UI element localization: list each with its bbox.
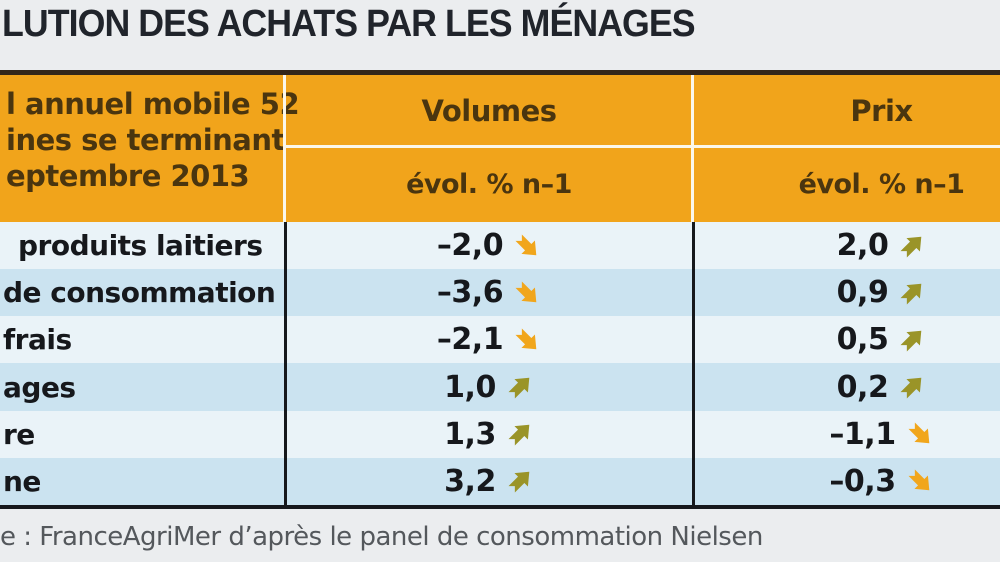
trend-up-arrow-icon bbox=[500, 367, 540, 407]
prix-value: –0,3 bbox=[829, 463, 896, 499]
volumes-value: –2,1 bbox=[436, 322, 504, 358]
table-row-produits-laitiers: produits laitiers –2,0 2,0 bbox=[0, 222, 1000, 270]
volumes-value: –2,0 bbox=[436, 228, 504, 264]
trend-down-arrow-icon bbox=[900, 414, 940, 454]
subheader-prix-evolution: évol. % n–1 bbox=[798, 169, 965, 200]
header-divider-horizontal bbox=[286, 145, 1000, 148]
volumes-value: 1,0 bbox=[444, 369, 496, 405]
prix-value: 0,9 bbox=[836, 275, 889, 311]
trend-down-arrow-icon bbox=[507, 273, 547, 313]
header-divider-vertical-1 bbox=[283, 75, 286, 222]
column-header-prix: Prix bbox=[850, 94, 913, 128]
table-row-ages: ages 1,0 0,2 bbox=[0, 363, 1000, 411]
period-line-3: eptembre 2013 bbox=[6, 159, 250, 193]
trend-down-arrow-icon bbox=[507, 320, 547, 360]
prix-cell: 0,9 bbox=[693, 269, 1000, 316]
volumes-cell: 3,2 bbox=[285, 458, 693, 505]
volumes-cell: –2,1 bbox=[285, 316, 693, 363]
table-row-re: re 1,3 –1,1 bbox=[0, 410, 1000, 458]
trend-down-arrow-icon bbox=[900, 462, 940, 502]
volumes-value: 1,3 bbox=[444, 416, 496, 452]
column-header-volumes: Volumes bbox=[421, 94, 557, 128]
trend-up-arrow-icon bbox=[893, 320, 933, 360]
table-bottom-border bbox=[0, 505, 1000, 509]
prix-cell: 2,0 bbox=[693, 222, 1000, 269]
period-header: l annuel mobile 52 ines se terminant ept… bbox=[6, 86, 300, 194]
row-label: produits laitiers bbox=[18, 229, 263, 263]
row-label: ages bbox=[3, 370, 76, 404]
volumes-cell: 1,3 bbox=[285, 411, 693, 458]
trend-up-arrow-icon bbox=[893, 367, 933, 407]
trend-down-arrow-icon bbox=[507, 226, 547, 266]
volumes-cell: –3,6 bbox=[285, 269, 693, 316]
prix-cell: –1,1 bbox=[693, 411, 1000, 458]
source-note: e : FranceAgriMer d’après le panel de co… bbox=[0, 522, 763, 552]
table-header: l annuel mobile 52 ines se terminant ept… bbox=[0, 75, 1000, 222]
volumes-cell: 1,0 bbox=[285, 363, 693, 410]
prix-cell: –0,3 bbox=[693, 458, 1000, 505]
header-divider-vertical-2 bbox=[691, 75, 694, 222]
table-body: produits laitiers –2,0 2,0 de consommati… bbox=[0, 222, 1000, 505]
body-divider-vertical-2 bbox=[692, 222, 695, 505]
table-row-ne: ne 3,2 –0,3 bbox=[0, 457, 1000, 505]
row-label: de consommation bbox=[3, 276, 276, 310]
trend-up-arrow-icon bbox=[893, 273, 933, 313]
table-row-de-consommation: de consommation –3,6 0,9 bbox=[0, 269, 1000, 317]
table-top-border bbox=[0, 70, 1000, 75]
period-line-2: ines se terminant bbox=[6, 123, 285, 157]
prix-cell: 0,5 bbox=[693, 316, 1000, 363]
period-line-1: l annuel mobile 52 bbox=[6, 87, 300, 121]
body-divider-vertical-1 bbox=[284, 222, 287, 505]
page-title: LUTION DES ACHATS PAR LES MÉNAGES bbox=[2, 3, 696, 45]
volumes-value: –3,6 bbox=[436, 275, 504, 311]
prix-cell: 0,2 bbox=[693, 363, 1000, 410]
row-label: re bbox=[3, 417, 35, 451]
prix-value: 0,5 bbox=[836, 322, 889, 358]
subheader-volumes-evolution: évol. % n–1 bbox=[406, 169, 572, 200]
trend-up-arrow-icon bbox=[893, 226, 933, 266]
prix-value: 0,2 bbox=[836, 369, 889, 405]
table-row-frais: frais –2,1 0,5 bbox=[0, 316, 1000, 364]
prix-value: –1,1 bbox=[829, 416, 896, 452]
prix-value: 2,0 bbox=[836, 228, 889, 264]
volumes-value: 3,2 bbox=[444, 463, 496, 499]
trend-up-arrow-icon bbox=[500, 414, 540, 454]
trend-up-arrow-icon bbox=[500, 462, 540, 502]
row-label: ne bbox=[3, 464, 41, 498]
volumes-cell: –2,0 bbox=[285, 222, 693, 269]
row-label: frais bbox=[3, 323, 72, 357]
